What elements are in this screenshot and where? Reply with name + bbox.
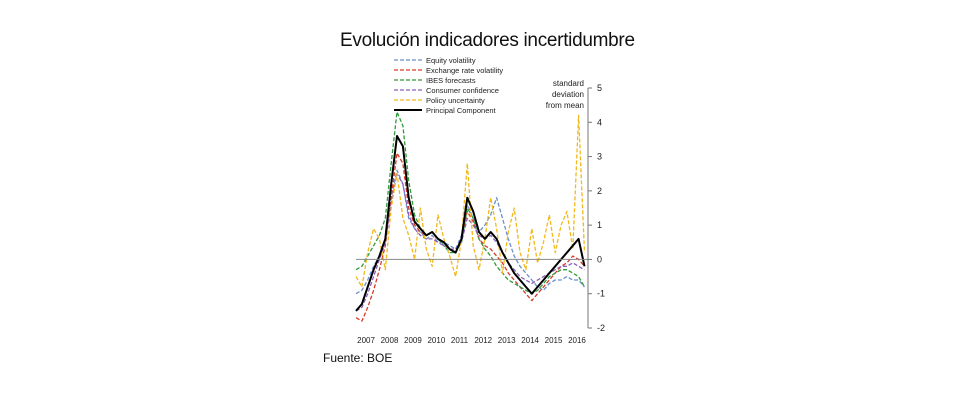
legend-label: Equity volatility [426, 56, 476, 65]
x-tick-label: 2016 [568, 336, 586, 345]
y-tick-label: 2 [597, 186, 602, 196]
x-tick-label: 2009 [404, 336, 422, 345]
y-tick-label: 5 [597, 83, 602, 93]
series-line-equity-volatility [355, 169, 585, 295]
legend-label: Consumer confidence [426, 86, 499, 95]
y-tick-label: -1 [597, 289, 605, 299]
x-tick-label: 2007 [357, 336, 375, 345]
legend-label: Exchange rate volatility [426, 66, 503, 75]
y-tick-label: -2 [597, 323, 605, 333]
y-tick-label: 0 [597, 254, 602, 264]
legend-label: Principal Component [426, 106, 497, 115]
y-axis-annotation: standard [553, 79, 584, 88]
y-tick-label: 4 [597, 117, 602, 127]
x-tick-label: 2012 [474, 336, 492, 345]
source-note: Fuente: BOE [323, 351, 393, 365]
chart-title: Evolución indicadores incertidumbre [340, 30, 635, 51]
axes-layer: -2 -1 0 1 2 3 4 5 standard deviation from mean 2007… [356, 79, 605, 345]
x-tick-label: 2014 [521, 336, 539, 345]
y-tick-label: 1 [597, 220, 602, 230]
legend-label: IBES forecasts [426, 76, 476, 85]
x-tick-label: 2010 [427, 336, 445, 345]
x-tick-label: 2008 [381, 336, 399, 345]
y-axis-annotation: deviation [552, 90, 584, 99]
legend-label: Policy uncertainty [426, 96, 485, 105]
series-line-exchange-rate-volatility [355, 152, 585, 322]
series-line-ibes-forecasts [355, 111, 586, 295]
y-tick-label: 3 [597, 152, 602, 162]
x-tick-label: 2011 [451, 336, 469, 345]
x-tick-label: 2015 [545, 336, 563, 345]
series-layer [355, 111, 586, 322]
x-tick-label: 2013 [498, 336, 516, 345]
series-line-principal-component [355, 135, 586, 312]
y-axis-annotation: from mean [546, 101, 584, 110]
